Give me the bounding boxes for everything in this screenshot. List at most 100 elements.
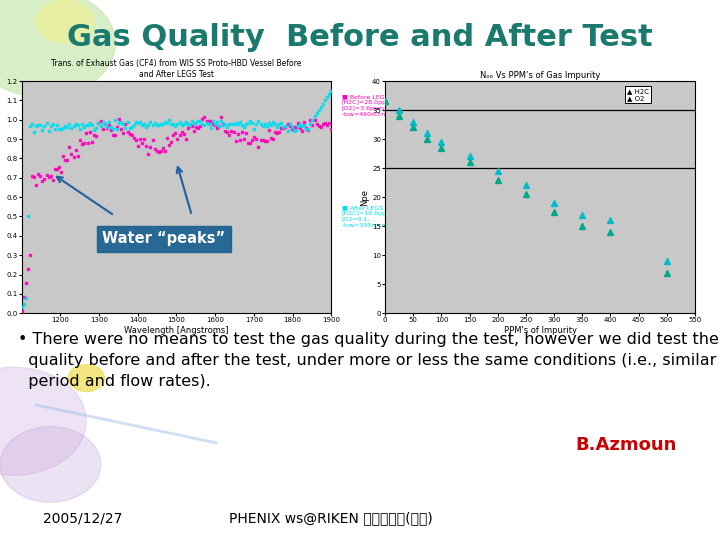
Point bbox=[321, 93, 333, 102]
Point bbox=[105, 122, 117, 131]
Point bbox=[288, 123, 300, 131]
Point bbox=[189, 126, 200, 135]
Point bbox=[30, 181, 42, 190]
Point bbox=[66, 124, 77, 133]
Point bbox=[323, 119, 335, 127]
Point bbox=[230, 137, 241, 146]
Point bbox=[155, 147, 166, 156]
Point bbox=[282, 126, 293, 135]
Point bbox=[97, 118, 109, 127]
Point bbox=[261, 122, 273, 130]
Point bbox=[251, 119, 262, 128]
Point bbox=[248, 133, 260, 141]
Point bbox=[143, 120, 154, 129]
Point bbox=[74, 125, 86, 133]
Point bbox=[89, 130, 100, 139]
Point bbox=[174, 118, 185, 126]
Point bbox=[157, 143, 168, 152]
Point bbox=[39, 122, 50, 131]
X-axis label: PPM's of Impurity: PPM's of Impurity bbox=[503, 326, 577, 335]
Point bbox=[251, 135, 262, 144]
Circle shape bbox=[68, 364, 104, 391]
Point bbox=[263, 119, 274, 128]
Point bbox=[190, 123, 202, 131]
Point bbox=[161, 119, 173, 127]
Point bbox=[37, 177, 48, 185]
Point bbox=[261, 137, 273, 146]
Point bbox=[290, 123, 302, 131]
O2 bbox=[492, 176, 503, 184]
Text: (Using segment measured in reactor X sect.): (Using segment measured in reactor X sec… bbox=[455, 89, 596, 94]
Point bbox=[257, 136, 269, 145]
Point bbox=[246, 136, 258, 145]
Point bbox=[225, 127, 237, 136]
Point bbox=[178, 130, 189, 138]
Point bbox=[143, 150, 154, 158]
Point bbox=[292, 119, 304, 127]
Point bbox=[274, 119, 285, 128]
Point bbox=[53, 162, 65, 171]
Point bbox=[99, 120, 110, 129]
H2C bbox=[520, 181, 531, 190]
Point bbox=[20, 279, 32, 287]
Circle shape bbox=[0, 0, 115, 97]
Point bbox=[211, 118, 222, 126]
Point bbox=[101, 122, 112, 131]
Point bbox=[166, 138, 177, 146]
Point bbox=[45, 172, 56, 180]
Point bbox=[117, 120, 129, 129]
Point bbox=[168, 130, 179, 139]
O2 bbox=[549, 207, 560, 216]
Point bbox=[259, 120, 271, 129]
Point bbox=[213, 122, 225, 131]
Point bbox=[124, 123, 135, 132]
Point bbox=[300, 124, 312, 132]
Point bbox=[274, 128, 285, 137]
Point bbox=[199, 113, 210, 122]
H2C bbox=[379, 97, 391, 106]
O2 bbox=[520, 190, 531, 199]
Point bbox=[61, 122, 73, 131]
H2C bbox=[605, 216, 616, 225]
Point bbox=[297, 126, 308, 135]
Point bbox=[215, 113, 227, 122]
Point bbox=[305, 120, 316, 129]
Point bbox=[132, 119, 144, 127]
Text: • There were no means to test the gas quality during the test, however we did te: • There were no means to test the gas qu… bbox=[18, 332, 720, 389]
Point bbox=[213, 122, 225, 131]
Point bbox=[134, 135, 145, 144]
Point bbox=[176, 127, 187, 136]
Point bbox=[313, 122, 325, 131]
Point bbox=[298, 121, 310, 130]
Point bbox=[253, 142, 264, 151]
Point bbox=[41, 119, 53, 127]
O2 bbox=[605, 228, 616, 237]
Point bbox=[91, 131, 102, 140]
Point bbox=[288, 126, 300, 135]
Point bbox=[43, 126, 55, 135]
Point bbox=[22, 212, 34, 221]
Point bbox=[168, 120, 179, 129]
Point bbox=[84, 118, 96, 127]
Point bbox=[197, 120, 208, 129]
Point bbox=[70, 146, 81, 154]
Point bbox=[151, 147, 163, 156]
Point bbox=[68, 153, 79, 161]
Text: ■ Before LEGS Test:
[H2C]=28.0ppm,
[O2]=3.6ppm
-low=460sccm: ■ Before LEGS Test: [H2C]=28.0ppm, [O2]=… bbox=[342, 94, 405, 117]
Point bbox=[16, 307, 27, 315]
Point bbox=[284, 119, 295, 128]
Point bbox=[120, 124, 131, 132]
Point bbox=[58, 124, 69, 133]
Point bbox=[192, 117, 204, 125]
Point bbox=[28, 173, 40, 181]
H2C bbox=[394, 106, 405, 114]
Point bbox=[55, 124, 67, 133]
Point bbox=[145, 118, 156, 127]
Point bbox=[278, 124, 289, 132]
X-axis label: Wavelength [Angstroms]: Wavelength [Angstroms] bbox=[124, 326, 229, 335]
Point bbox=[220, 120, 231, 129]
Point bbox=[199, 120, 210, 129]
Point bbox=[222, 128, 233, 137]
Point bbox=[82, 120, 94, 129]
Point bbox=[26, 120, 37, 129]
